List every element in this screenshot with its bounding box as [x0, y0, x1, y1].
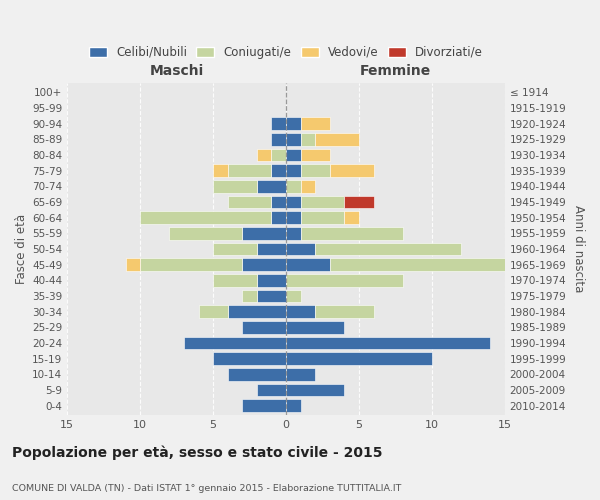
Bar	[271, 212, 286, 224]
Bar	[228, 164, 271, 177]
Y-axis label: Fasce di età: Fasce di età	[15, 214, 28, 284]
Bar	[125, 258, 140, 271]
Bar	[286, 212, 301, 224]
Text: COMUNE DI VALDA (TN) - Dati ISTAT 1° gennaio 2015 - Elaborazione TUTTITALIA.IT: COMUNE DI VALDA (TN) - Dati ISTAT 1° gen…	[12, 484, 401, 493]
Bar	[242, 321, 286, 334]
Bar	[286, 242, 315, 256]
Bar	[199, 306, 228, 318]
Bar	[169, 227, 242, 240]
Bar	[286, 336, 490, 349]
Bar	[140, 258, 242, 271]
Bar	[242, 258, 286, 271]
Legend: Celibi/Nubili, Coniugati/e, Vedovi/e, Divorziati/e: Celibi/Nubili, Coniugati/e, Vedovi/e, Di…	[85, 42, 487, 62]
Bar	[271, 196, 286, 208]
Bar	[257, 148, 271, 162]
Bar	[315, 133, 359, 146]
Bar	[301, 133, 315, 146]
Bar	[301, 196, 344, 208]
Bar	[301, 118, 330, 130]
Bar	[257, 290, 286, 302]
Bar	[286, 148, 301, 162]
Bar	[242, 227, 286, 240]
Bar	[228, 196, 271, 208]
Bar	[257, 180, 286, 193]
Bar	[344, 212, 359, 224]
Bar	[184, 336, 286, 349]
Bar	[286, 227, 301, 240]
Bar	[344, 196, 374, 208]
Bar	[301, 148, 330, 162]
Bar	[213, 242, 257, 256]
Y-axis label: Anni di nascita: Anni di nascita	[572, 206, 585, 293]
Bar	[301, 180, 315, 193]
Bar	[213, 164, 228, 177]
Text: Popolazione per età, sesso e stato civile - 2015: Popolazione per età, sesso e stato civil…	[12, 446, 383, 460]
Bar	[213, 352, 286, 365]
Bar	[286, 368, 315, 381]
Bar	[286, 180, 301, 193]
Bar	[271, 148, 286, 162]
Bar	[213, 180, 257, 193]
Bar	[286, 352, 432, 365]
Bar	[242, 400, 286, 412]
Bar	[315, 242, 461, 256]
Bar	[271, 118, 286, 130]
Bar	[257, 384, 286, 396]
Bar	[301, 227, 403, 240]
Bar	[286, 306, 315, 318]
Bar	[286, 400, 301, 412]
Bar	[286, 321, 344, 334]
Bar	[330, 164, 374, 177]
Bar	[228, 306, 286, 318]
Bar	[257, 242, 286, 256]
Bar	[286, 258, 330, 271]
Bar	[286, 118, 301, 130]
Bar	[301, 212, 344, 224]
Bar	[286, 290, 301, 302]
Bar	[301, 164, 330, 177]
Bar	[242, 290, 257, 302]
Bar	[140, 212, 271, 224]
Bar	[286, 196, 301, 208]
Bar	[286, 164, 301, 177]
Text: Femmine: Femmine	[360, 64, 431, 78]
Bar	[286, 274, 403, 287]
Bar	[286, 133, 301, 146]
Bar	[228, 368, 286, 381]
Text: Maschi: Maschi	[149, 64, 204, 78]
Bar	[257, 274, 286, 287]
Bar	[271, 164, 286, 177]
Bar	[330, 258, 505, 271]
Bar	[286, 384, 344, 396]
Bar	[271, 133, 286, 146]
Bar	[213, 274, 257, 287]
Bar	[315, 306, 374, 318]
